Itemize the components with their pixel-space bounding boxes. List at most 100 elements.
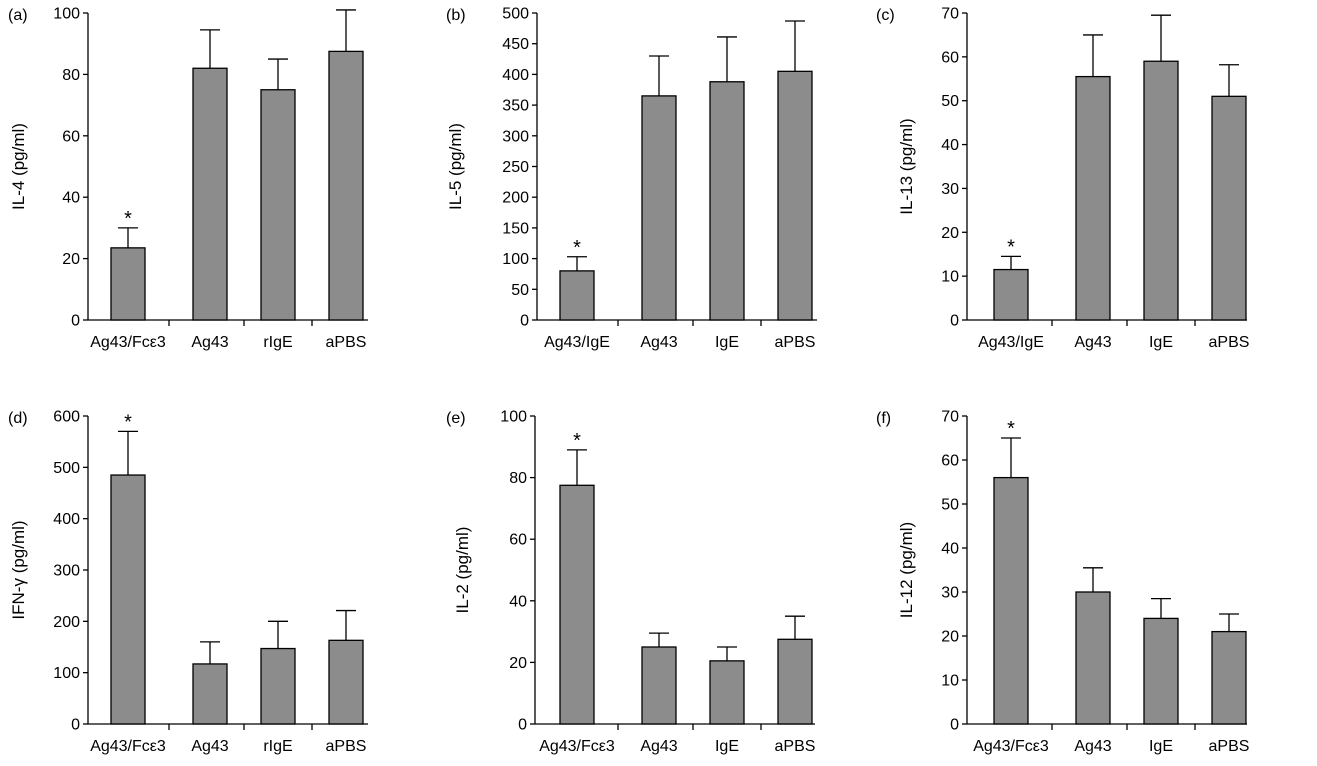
- y-tick-label: 0: [71, 717, 80, 734]
- category-label: aPBS: [326, 738, 367, 755]
- category-label: Ag43: [191, 738, 228, 755]
- y-tick-label: 150: [502, 220, 529, 237]
- bar: [260, 89, 296, 321]
- y-tick-label: 200: [53, 614, 80, 631]
- category-label: Ag43: [640, 334, 677, 351]
- y-tick-label: 20: [62, 251, 80, 268]
- category-label: Ag43/Fcε3: [973, 738, 1049, 755]
- category-label: Ag43: [640, 738, 677, 755]
- y-tick-label: 70: [941, 409, 959, 426]
- chart-panel: (b) IL-5 (pg/ml) 0 50 100 150 200 250 300 350 400 4…: [446, 6, 817, 351]
- bar: [641, 95, 677, 321]
- category-label: aPBS: [1209, 738, 1250, 755]
- y-tick-label: 100: [53, 665, 80, 682]
- bar: [1143, 617, 1179, 725]
- category-label: Ag43: [191, 334, 228, 351]
- y-tick-label: 10: [941, 673, 959, 690]
- y-tick-label: 300: [53, 563, 80, 580]
- y-tick-label: 0: [950, 717, 959, 734]
- category-label: rIgE: [263, 738, 292, 755]
- y-tick-label: 500: [53, 460, 80, 477]
- bar: [1143, 60, 1179, 321]
- bar: [260, 647, 296, 725]
- y-tick-label: 300: [502, 128, 529, 145]
- bar: [993, 476, 1029, 725]
- y-tick-label: 80: [509, 470, 527, 487]
- category-label: Ag43/Fcε3: [90, 738, 166, 755]
- panel-letter: (f): [876, 410, 891, 427]
- significance-marker: *: [573, 237, 581, 259]
- y-tick-label: 20: [941, 629, 959, 646]
- bar: [192, 67, 228, 321]
- y-tick-label: 600: [53, 409, 80, 426]
- y-axis-title: IL-13 (pg/ml): [897, 118, 916, 214]
- category-label: aPBS: [775, 334, 816, 351]
- significance-marker: *: [573, 430, 581, 452]
- y-tick-label: 400: [502, 67, 529, 84]
- bar: [559, 270, 595, 321]
- category-label: Ag43/IgE: [978, 334, 1044, 351]
- y-tick-label: 0: [518, 717, 527, 734]
- y-tick-label: 50: [511, 282, 529, 299]
- bar: [110, 247, 146, 321]
- category-label: Ag43/IgE: [544, 334, 610, 351]
- panel-letter: (e): [446, 410, 466, 427]
- y-tick-label: 10: [941, 269, 959, 286]
- bar: [328, 50, 364, 321]
- y-axis-title: IL-5 (pg/ml): [446, 123, 465, 210]
- y-axis-title: IFN-γ (pg/ml): [9, 520, 28, 619]
- bar: [777, 70, 813, 321]
- bar: [192, 663, 228, 725]
- bar: [1075, 75, 1111, 321]
- panel-letter: (c): [876, 7, 895, 24]
- bar: [777, 638, 813, 725]
- category-label: Ag43: [1074, 738, 1111, 755]
- chart-panel: (f) IL-12 (pg/ml) 0 10 20 30 40 50 60 70 * Ag43/Fcε…: [876, 409, 1249, 756]
- category-label: Ag43/Fcε3: [539, 738, 615, 755]
- y-tick-label: 450: [502, 36, 529, 53]
- y-tick-label: 500: [502, 6, 529, 23]
- y-tick-label: 0: [71, 313, 80, 330]
- y-tick-label: 60: [62, 128, 80, 145]
- y-tick-label: 30: [941, 585, 959, 602]
- y-tick-label: 0: [520, 313, 529, 330]
- y-tick-label: 100: [502, 251, 529, 268]
- category-label: rIgE: [263, 334, 292, 351]
- y-tick-label: 60: [941, 453, 959, 470]
- y-tick-label: 0: [950, 313, 959, 330]
- category-label: IgE: [715, 738, 739, 755]
- chart-panel: (a) IL-4 (pg/ml) 0 20 40 60 80 100 * Ag43/Fcε3 Ag4…: [8, 6, 368, 351]
- chart-panel: (c) IL-13 (pg/ml) 0 10 20 30 40 50 60 70 * Ag43/IgE…: [876, 6, 1249, 352]
- y-tick-label: 40: [941, 137, 959, 154]
- y-tick-label: 20: [509, 655, 527, 672]
- y-tick-label: 50: [941, 497, 959, 514]
- category-label: aPBS: [775, 738, 816, 755]
- y-tick-label: 400: [53, 511, 80, 528]
- y-tick-label: 200: [502, 190, 529, 207]
- bar: [993, 268, 1029, 321]
- y-tick-label: 60: [509, 532, 527, 549]
- category-label: aPBS: [326, 334, 367, 351]
- y-axis-title: IL-4 (pg/ml): [9, 123, 28, 210]
- category-label: Ag43/Fcε3: [90, 334, 166, 351]
- bar: [1211, 95, 1247, 321]
- significance-marker: *: [1007, 418, 1015, 440]
- bar: [559, 484, 595, 725]
- chart-panel: (d) IFN-γ (pg/ml) 0 100 200 300 400 500 600 * Ag43…: [8, 409, 368, 755]
- significance-marker: *: [1007, 236, 1015, 258]
- bar: [328, 639, 364, 725]
- y-tick-label: 20: [941, 225, 959, 242]
- y-tick-label: 40: [509, 593, 527, 610]
- panel-letter: (b): [446, 7, 466, 24]
- y-tick-label: 250: [502, 159, 529, 176]
- y-tick-label: 80: [62, 67, 80, 84]
- bar: [709, 660, 745, 725]
- bar: [110, 474, 146, 725]
- category-label: Ag43: [1074, 334, 1111, 351]
- y-tick-label: 50: [941, 93, 959, 110]
- y-tick-label: 30: [941, 181, 959, 198]
- bar: [709, 81, 745, 321]
- category-label: IgE: [1149, 738, 1173, 755]
